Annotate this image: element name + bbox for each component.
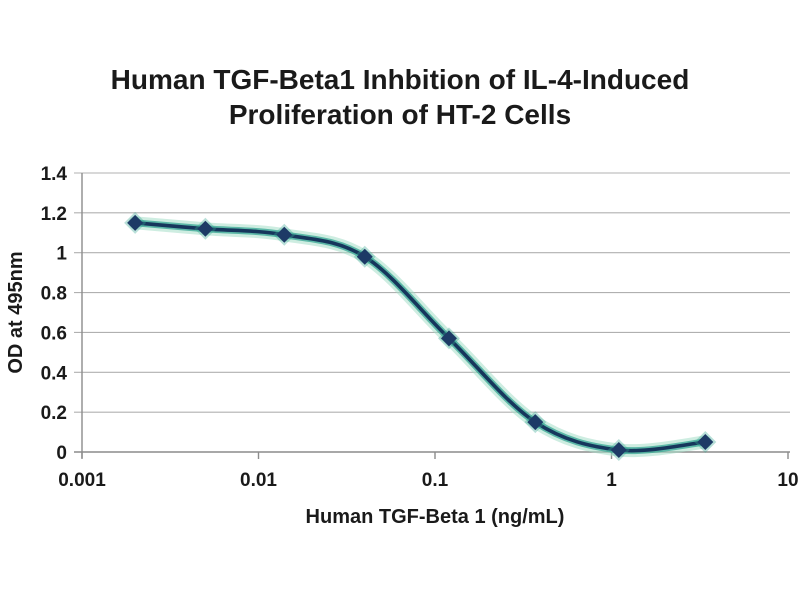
chart-title: Human TGF-Beta1 Inhbition of IL-4-Induce… (110, 64, 690, 130)
data-point-marker (356, 248, 373, 265)
data-point-marker (127, 214, 144, 231)
data-point-marker (697, 434, 714, 451)
data-point-marker (276, 226, 293, 243)
y-tick-label: 1.2 (41, 204, 67, 225)
x-axis-title: Human TGF-Beta 1 (ng/mL) (306, 506, 565, 528)
x-tick-label: 0.01 (240, 470, 277, 491)
y-tick-label: 0 (56, 443, 67, 464)
y-tick-label: 0.8 (41, 284, 67, 305)
x-tick-label: 0.001 (58, 470, 106, 491)
data-point-marker (527, 414, 544, 431)
y-tick-label: 1 (56, 244, 67, 265)
series-line-glow-inner (131, 219, 709, 455)
data-point-marker (610, 442, 627, 459)
x-tick-label: 0.1 (422, 470, 449, 491)
series-line (133, 221, 708, 453)
x-tick-label: 1 (606, 470, 617, 491)
y-tick-label: 0.6 (41, 323, 67, 344)
y-tick-label: 0.4 (41, 363, 68, 384)
y-tick-label: 0.2 (41, 403, 67, 424)
y-tick-label: 1.4 (41, 164, 68, 185)
y-axis-title: OD at 495nm (5, 251, 27, 373)
data-point-marker (197, 220, 214, 237)
x-tick-label: 10 (777, 470, 798, 491)
data-point-marker (440, 330, 457, 347)
series-line-glow-outer (128, 216, 712, 458)
